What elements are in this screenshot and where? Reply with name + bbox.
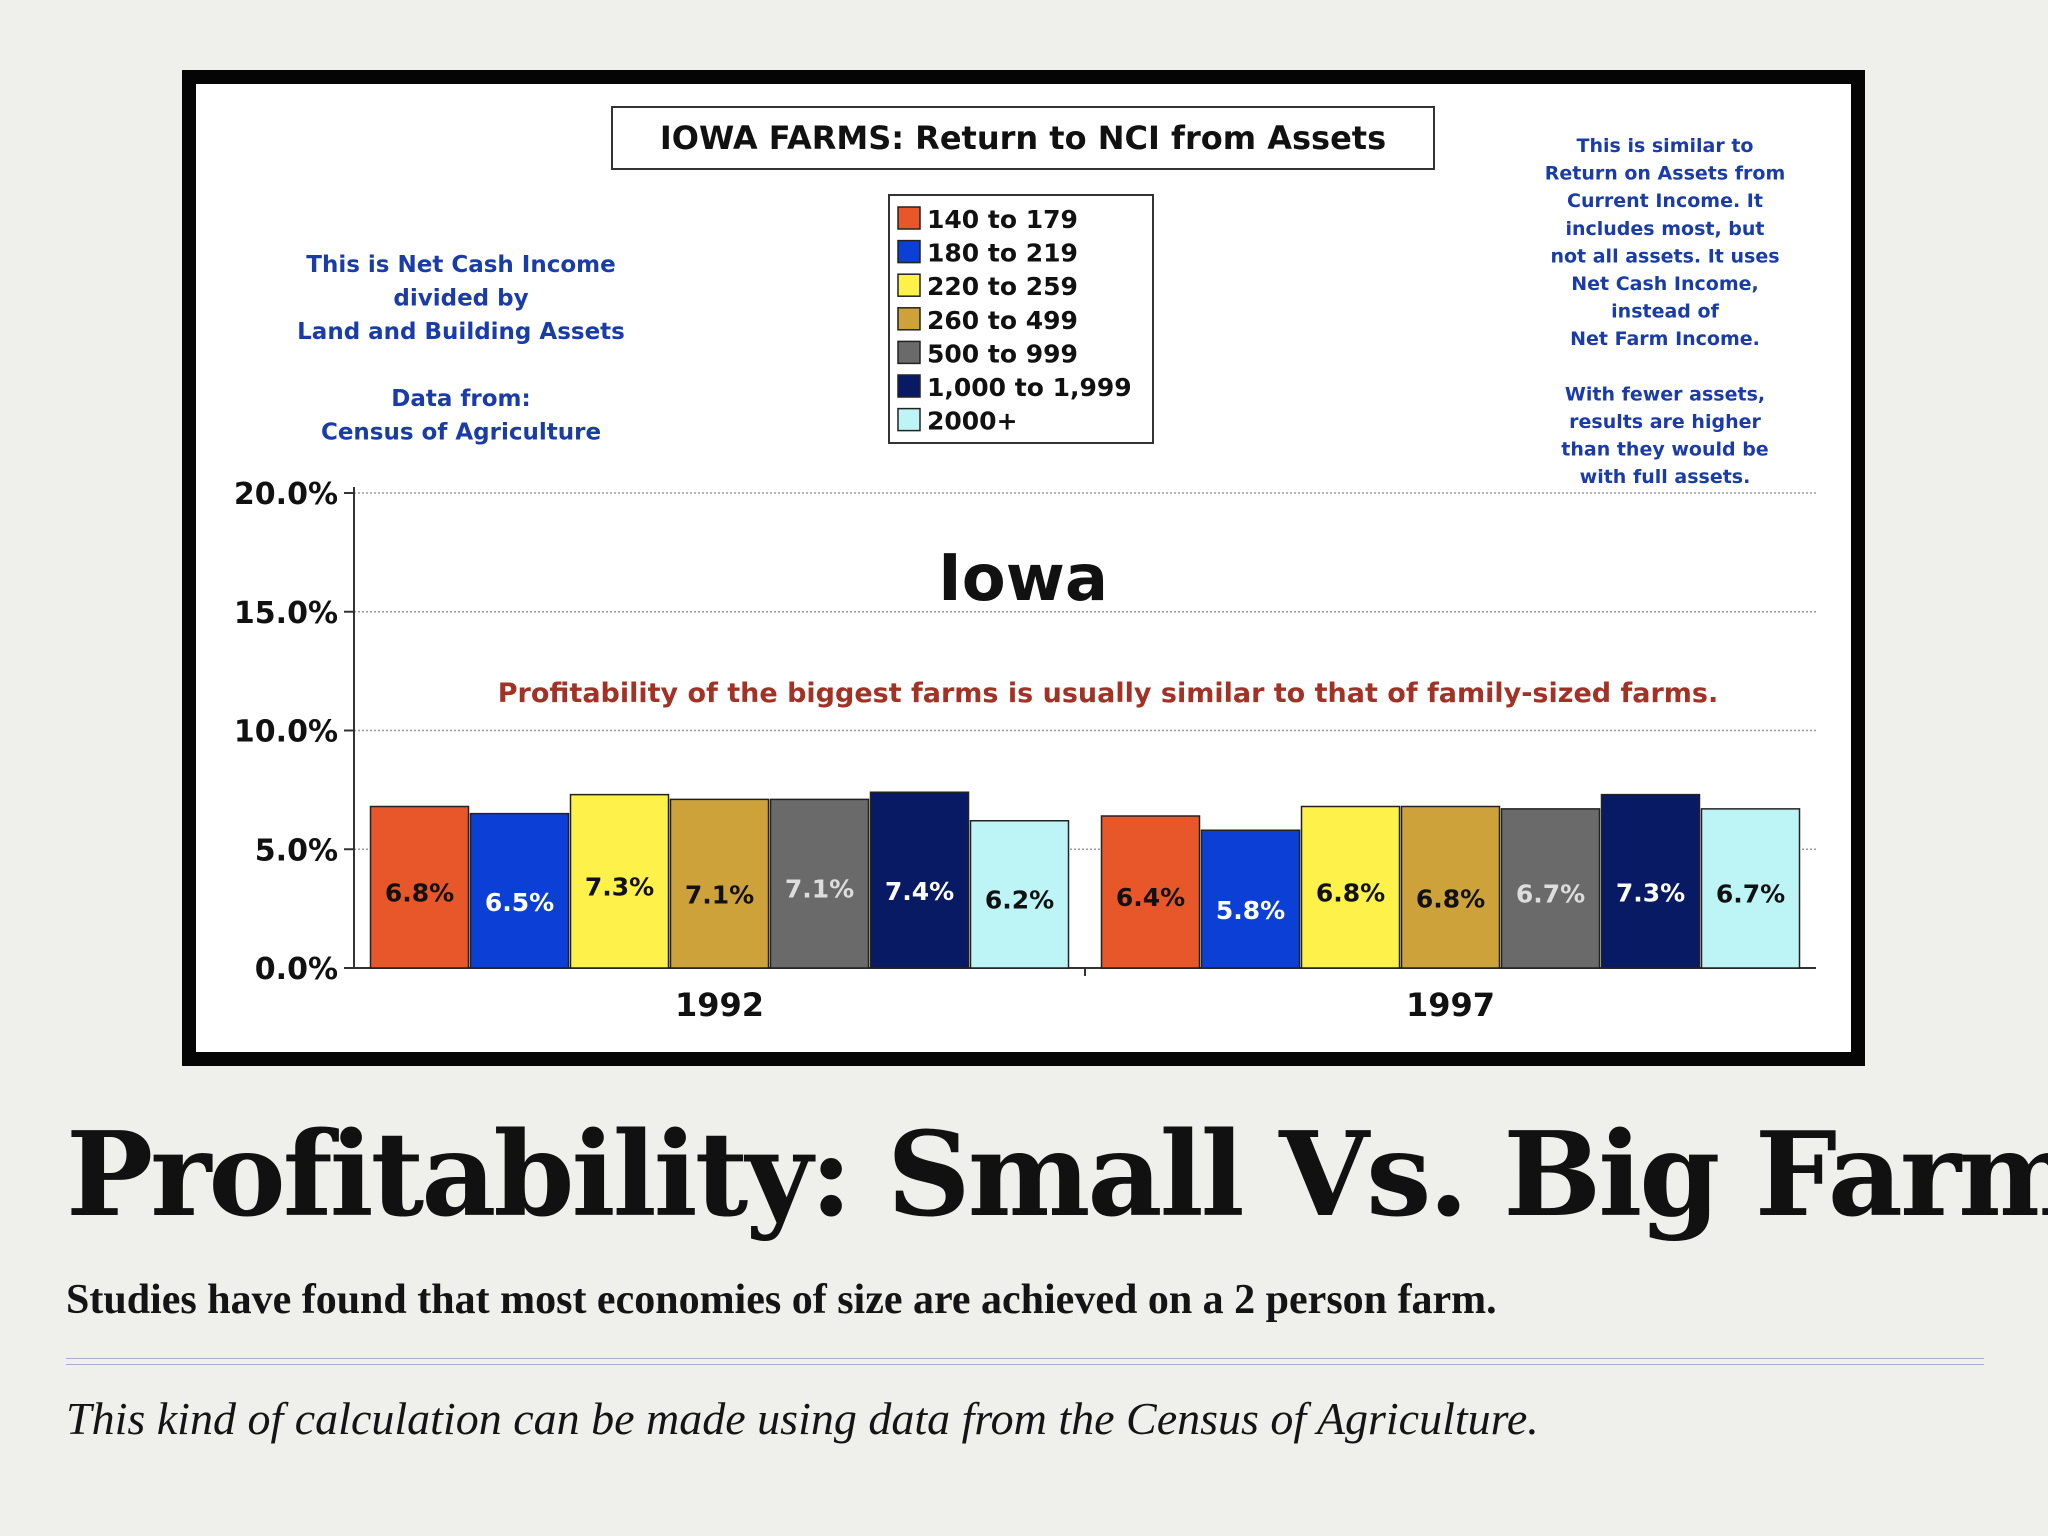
right-note-line: instead of <box>1611 301 1719 323</box>
data-label: 6.5% <box>485 888 554 917</box>
legend-label: 1,000 to 1,999 <box>927 373 1132 402</box>
y-tick-label: 15.0% <box>234 596 338 631</box>
bar <box>1500 808 1601 969</box>
y-tick-label: 5.0% <box>255 833 338 868</box>
right-note-line: Net Cash Income, <box>1571 273 1759 295</box>
bar <box>1200 829 1301 969</box>
right-note-line: Current Income. It <box>1567 190 1763 212</box>
data-label: 7.4% <box>885 877 954 906</box>
y-tick-label: 0.0% <box>255 952 338 987</box>
bar <box>769 798 870 969</box>
right-note-line: results are higher <box>1569 411 1761 433</box>
data-label: 7.3% <box>1616 878 1685 907</box>
right-note-line: Net Farm Income. <box>1570 328 1760 350</box>
left-note-line: Census of Agriculture <box>321 420 601 446</box>
legend-label: 2000+ <box>927 407 1018 436</box>
data-label: 6.8% <box>1316 878 1385 907</box>
bar-chart: 0.0% 5.0% 10.0% 15.0% 20.0% 6.8% 6.5% 7.3% 7.1% 7… <box>196 84 1851 1052</box>
data-label: 7.3% <box>585 872 654 901</box>
y-tick-label: 10.0% <box>234 715 338 750</box>
x-tick-label: 1992 <box>675 986 764 1024</box>
x-tick-label: 1997 <box>1406 986 1495 1024</box>
data-label: 6.8% <box>1416 884 1485 913</box>
bar <box>969 820 1070 969</box>
chart-title-box <box>611 106 1435 170</box>
data-label: 6.4% <box>1116 883 1185 912</box>
right-note-line: not all assets. It uses <box>1550 245 1779 267</box>
chart-frame: 0.0% 5.0% 10.0% 15.0% 20.0% 6.8% 6.5% 7.3% 7.1% 7… <box>182 70 1865 1066</box>
bar <box>1600 793 1701 969</box>
right-note-line: includes most, but <box>1565 218 1764 240</box>
bar <box>1700 808 1801 969</box>
left-note-line: divided by <box>393 286 528 312</box>
bar <box>469 812 570 969</box>
left-note-line: Data from: <box>391 386 530 412</box>
legend-swatch <box>897 206 921 230</box>
legend-swatch <box>897 307 921 331</box>
bar <box>569 793 670 969</box>
data-label: 6.7% <box>1516 879 1585 908</box>
y-tick-label: 20.0% <box>234 477 338 512</box>
divider <box>66 1358 1984 1365</box>
data-label: 5.8% <box>1216 896 1285 925</box>
left-note-line: This is Net Cash Income <box>306 252 615 278</box>
chart-headline: Iowa <box>938 542 1108 616</box>
legend-label: 220 to 259 <box>927 272 1078 301</box>
chart-annotation: Profitability of the biggest farms is us… <box>498 678 1718 709</box>
data-label: 6.8% <box>385 878 454 907</box>
legend-swatch <box>897 273 921 297</box>
right-note-line: with full assets. <box>1580 466 1751 488</box>
legend-label: 180 to 219 <box>927 239 1078 268</box>
right-note-line: With fewer assets, <box>1565 383 1765 405</box>
bar <box>369 805 470 969</box>
bar <box>1400 805 1501 969</box>
data-label: 6.7% <box>1716 879 1785 908</box>
right-note-line: Return on Assets from <box>1545 163 1786 185</box>
bar <box>1100 815 1201 969</box>
chart-title: IOWA FARMS: Return to NCI from Assets <box>660 119 1386 157</box>
left-note-line: Land and Building Assets <box>297 319 625 345</box>
slide-note: This kind of calculation can be made usi… <box>66 1393 1539 1444</box>
legend-swatch <box>897 407 921 432</box>
legend-swatch <box>897 374 921 398</box>
legend-label: 500 to 999 <box>927 339 1078 368</box>
bar <box>669 798 770 969</box>
slide-title: Profitability: Small Vs. Big Farms <box>66 1107 2048 1243</box>
bar <box>869 791 970 969</box>
legend-label: 140 to 179 <box>927 205 1078 234</box>
legend-label: 260 to 499 <box>927 306 1078 335</box>
legend-swatch <box>897 239 921 264</box>
bar <box>1300 805 1401 969</box>
right-note-line: This is similar to <box>1577 135 1754 157</box>
data-label: 7.1% <box>685 881 754 910</box>
data-label: 6.2% <box>985 885 1054 914</box>
legend-swatch <box>897 340 921 365</box>
data-label: 7.1% <box>785 875 854 904</box>
right-note-line: than they would be <box>1561 439 1768 461</box>
legend-box <box>888 194 1154 444</box>
slide-subtitle: Studies have found that most economies o… <box>66 1277 1497 1323</box>
